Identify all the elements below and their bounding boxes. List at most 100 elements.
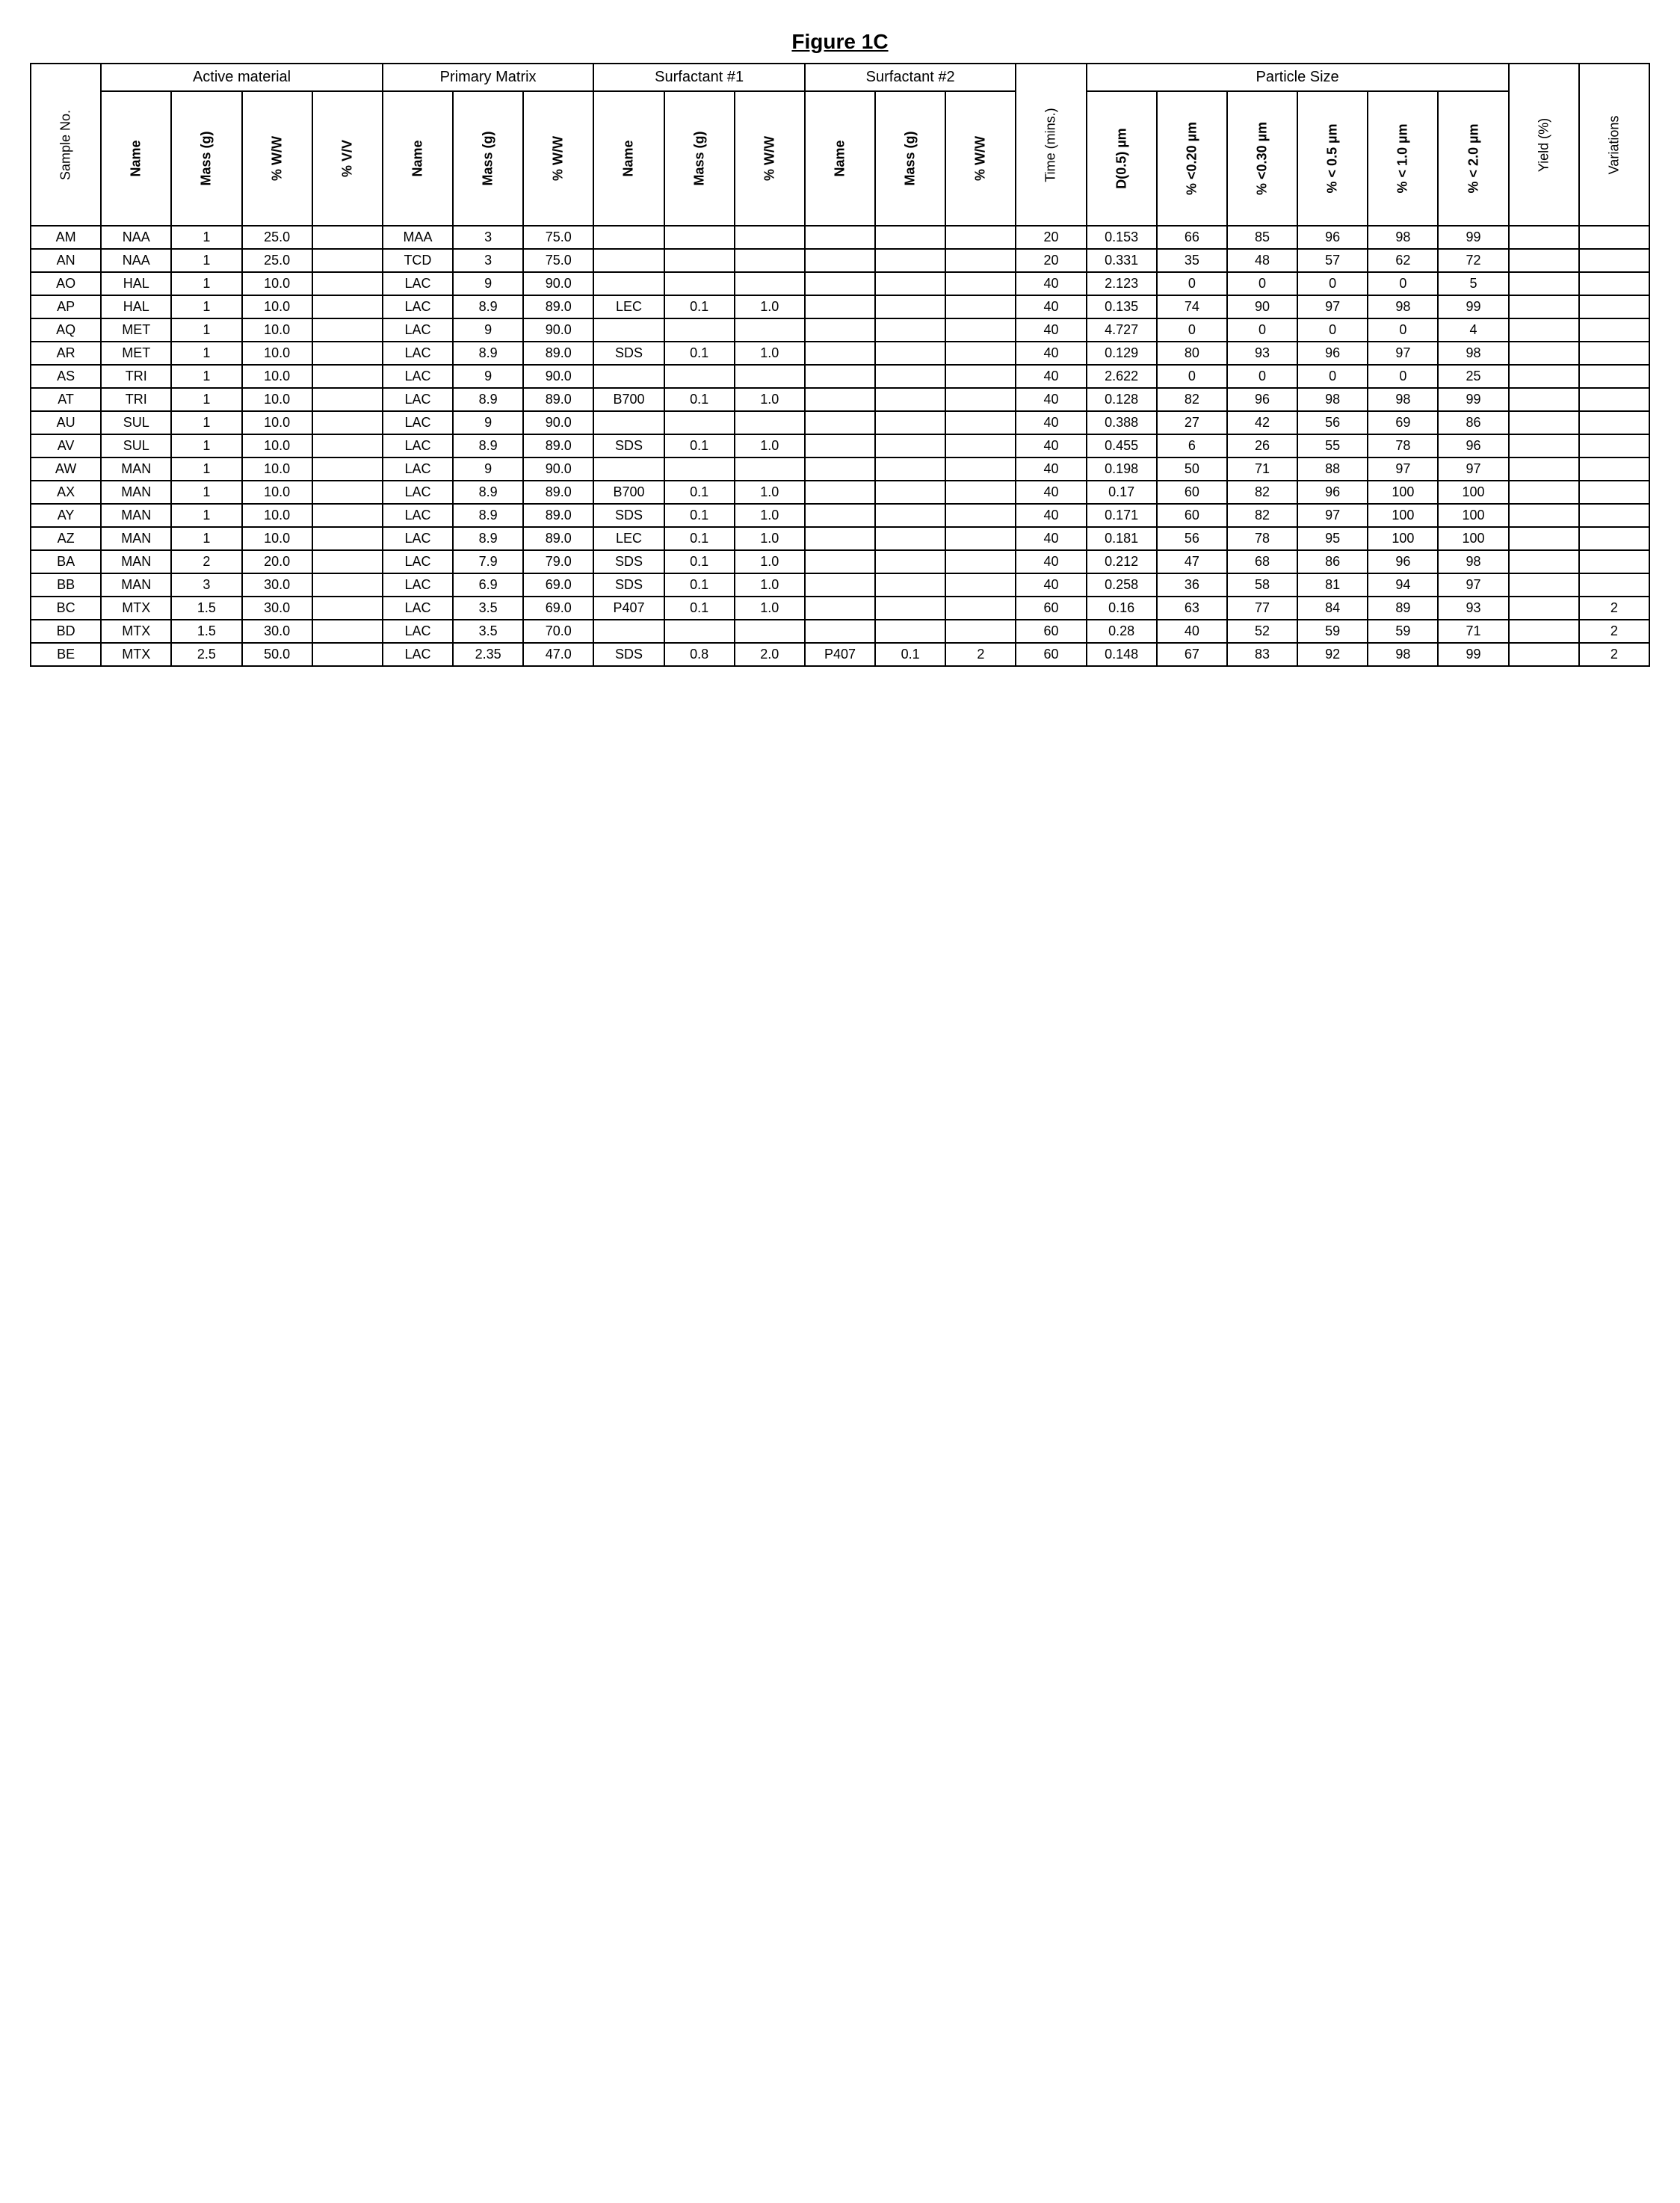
cell-p20: 96: [1438, 434, 1508, 457]
cell-s1_name: P407: [593, 597, 664, 620]
cell-s2_ww: 2: [945, 643, 1016, 666]
cell-pm_name: LAC: [383, 272, 453, 295]
group-header: Variations: [1579, 64, 1649, 226]
cell-am_ww: 10.0: [242, 388, 312, 411]
cell-am_ww: 50.0: [242, 643, 312, 666]
cell-s1_ww: [735, 226, 805, 249]
figure-title: Figure 1C: [30, 30, 1650, 54]
cell-yield: [1509, 643, 1579, 666]
cell-p020: 66: [1157, 226, 1227, 249]
cell-s1_name: [593, 272, 664, 295]
cell-am_name: SUL: [101, 434, 171, 457]
cell-s2_ww: [945, 550, 1016, 573]
cell-pm_mass: 9: [453, 318, 523, 342]
cell-am_mass: 2.5: [171, 643, 241, 666]
cell-yield: [1509, 434, 1579, 457]
cell-p05: 0: [1297, 272, 1368, 295]
cell-pm_name: LAC: [383, 318, 453, 342]
cell-am_name: MAN: [101, 550, 171, 573]
cell-time: 40: [1016, 318, 1086, 342]
cell-s1_ww: [735, 620, 805, 643]
cell-d05: 2.622: [1087, 365, 1157, 388]
cell-var: [1579, 457, 1649, 481]
cell-s1_name: [593, 226, 664, 249]
cell-am_ww: 20.0: [242, 550, 312, 573]
cell-id: AT: [31, 388, 101, 411]
cell-am_mass: 2: [171, 550, 241, 573]
cell-p10: 97: [1368, 457, 1438, 481]
column-header: % W/W: [523, 91, 593, 226]
column-header: % W/W: [242, 91, 312, 226]
cell-p05: 98: [1297, 388, 1368, 411]
cell-am_name: MAN: [101, 527, 171, 550]
cell-p20: 97: [1438, 573, 1508, 597]
cell-p030: 77: [1227, 597, 1297, 620]
cell-time: 40: [1016, 272, 1086, 295]
cell-pm_name: LAC: [383, 504, 453, 527]
cell-am_name: NAA: [101, 249, 171, 272]
table-row: BCMTX1.530.0LAC3.569.0P4070.11.0600.1663…: [31, 597, 1649, 620]
cell-p20: 98: [1438, 550, 1508, 573]
cell-p030: 26: [1227, 434, 1297, 457]
cell-p020: 47: [1157, 550, 1227, 573]
cell-pm_mass: 8.9: [453, 342, 523, 365]
cell-s2_mass: [875, 388, 945, 411]
cell-s1_mass: 0.8: [664, 643, 735, 666]
cell-p030: 90: [1227, 295, 1297, 318]
cell-yield: [1509, 342, 1579, 365]
cell-am_mass: 1: [171, 527, 241, 550]
cell-s2_ww: [945, 226, 1016, 249]
cell-s1_ww: [735, 411, 805, 434]
cell-s2_mass: 0.1: [875, 643, 945, 666]
cell-am_vv: [312, 643, 383, 666]
cell-yield: [1509, 249, 1579, 272]
cell-s2_name: [805, 295, 875, 318]
cell-am_ww: 10.0: [242, 434, 312, 457]
cell-p05: 0: [1297, 365, 1368, 388]
cell-s2_mass: [875, 295, 945, 318]
cell-am_vv: [312, 550, 383, 573]
cell-pm_ww: 90.0: [523, 457, 593, 481]
table-row: APHAL110.0LAC8.989.0LEC0.11.0400.1357490…: [31, 295, 1649, 318]
cell-var: [1579, 318, 1649, 342]
group-header: Active material: [101, 64, 383, 91]
cell-pm_name: LAC: [383, 434, 453, 457]
cell-p20: 100: [1438, 504, 1508, 527]
cell-p05: 96: [1297, 226, 1368, 249]
cell-d05: 0.135: [1087, 295, 1157, 318]
cell-p05: 81: [1297, 573, 1368, 597]
cell-id: AQ: [31, 318, 101, 342]
cell-s1_mass: [664, 457, 735, 481]
cell-am_vv: [312, 481, 383, 504]
cell-pm_name: LAC: [383, 295, 453, 318]
table-row: ATTRI110.0LAC8.989.0B7000.11.0400.128829…: [31, 388, 1649, 411]
cell-s1_mass: 0.1: [664, 434, 735, 457]
cell-pm_ww: 90.0: [523, 365, 593, 388]
cell-s2_mass: [875, 481, 945, 504]
cell-p05: 86: [1297, 550, 1368, 573]
cell-pm_ww: 89.0: [523, 434, 593, 457]
cell-pm_name: LAC: [383, 597, 453, 620]
cell-time: 40: [1016, 295, 1086, 318]
cell-am_vv: [312, 457, 383, 481]
cell-s1_ww: 2.0: [735, 643, 805, 666]
cell-id: AM: [31, 226, 101, 249]
table-row: ASTRI110.0LAC990.0402.622000025: [31, 365, 1649, 388]
column-header: % <0.20 µm: [1157, 91, 1227, 226]
table-row: ARMET110.0LAC8.989.0SDS0.11.0400.1298093…: [31, 342, 1649, 365]
cell-am_name: TRI: [101, 388, 171, 411]
cell-am_ww: 25.0: [242, 226, 312, 249]
cell-s2_ww: [945, 249, 1016, 272]
table-row: AOHAL110.0LAC990.0402.12300005: [31, 272, 1649, 295]
cell-yield: [1509, 504, 1579, 527]
cell-am_ww: 10.0: [242, 457, 312, 481]
cell-p10: 94: [1368, 573, 1438, 597]
cell-am_vv: [312, 365, 383, 388]
cell-p05: 88: [1297, 457, 1368, 481]
cell-d05: 0.148: [1087, 643, 1157, 666]
cell-p020: 60: [1157, 504, 1227, 527]
cell-s1_name: SDS: [593, 342, 664, 365]
cell-s2_mass: [875, 318, 945, 342]
group-header: Yield (%): [1509, 64, 1579, 226]
cell-s1_name: SDS: [593, 643, 664, 666]
